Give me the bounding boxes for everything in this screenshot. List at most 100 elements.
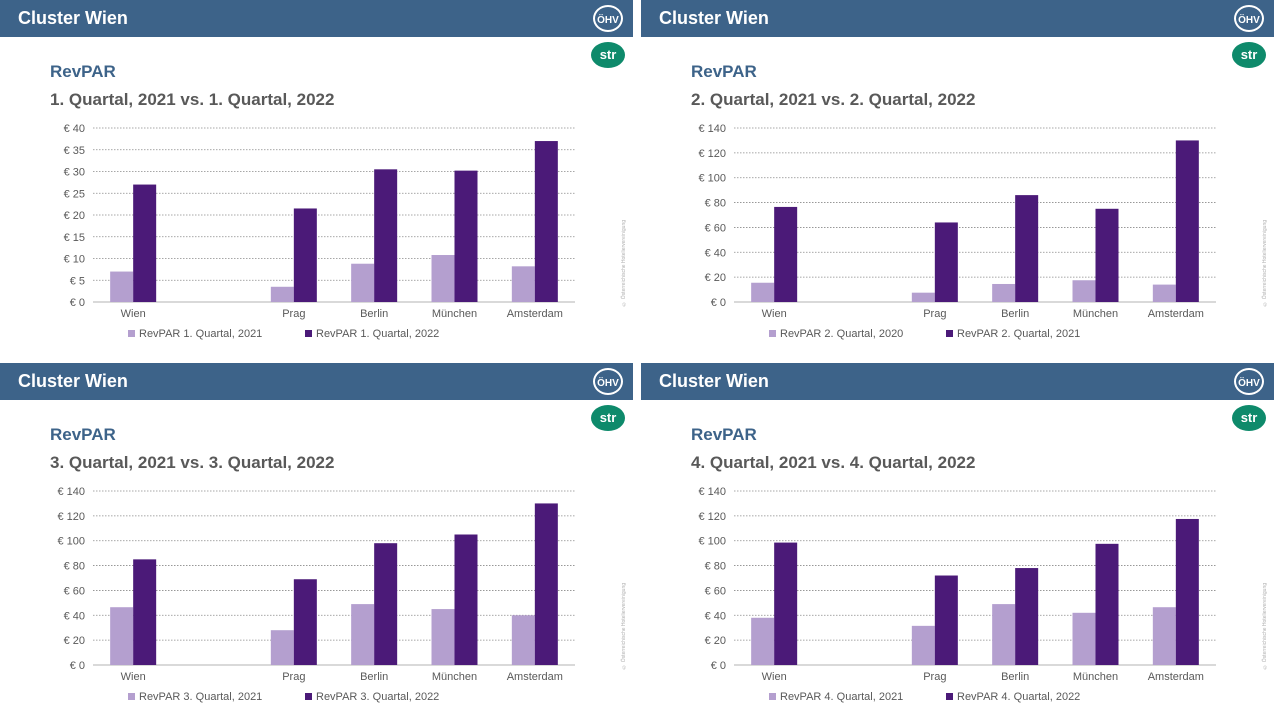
ohv-logo: ÖHV	[1234, 368, 1264, 395]
bar-current-year	[374, 543, 398, 665]
bar-current-year	[454, 534, 478, 665]
y-tick-label: € 5	[70, 275, 85, 287]
x-tick-label: München	[432, 308, 477, 320]
panel-header: Cluster Wien ÖHV	[641, 0, 1274, 37]
y-tick-label: € 140	[698, 123, 726, 135]
bar-prior-year	[351, 604, 375, 665]
y-tick-label: € 40	[705, 610, 726, 622]
bar-prior-year	[270, 286, 294, 302]
bar-prior-year	[751, 282, 775, 302]
x-tick-label: Wien	[121, 671, 146, 683]
str-logo: str	[591, 405, 625, 431]
y-tick-label: € 40	[64, 610, 85, 622]
bar-current-year	[1175, 518, 1199, 665]
legend-label: RevPAR 2. Quartal, 2021	[957, 328, 1080, 340]
copyright-note: © Österreichische Hoteliervereinigung	[1262, 583, 1268, 670]
x-tick-label: Wien	[762, 308, 787, 320]
x-tick-label: München	[1073, 671, 1118, 683]
x-tick-label: München	[1073, 308, 1118, 320]
legend-swatch	[305, 330, 312, 337]
x-tick-label: Berlin	[360, 308, 388, 320]
x-tick-label: Amsterdam	[507, 671, 563, 683]
legend-label: RevPAR 1. Quartal, 2022	[316, 328, 439, 340]
bar-current-year	[774, 542, 798, 665]
bar-current-year	[1095, 208, 1119, 302]
kpi-title: RevPAR	[50, 425, 116, 444]
bar-chart: € 0 € 5 € 10 € 15 € 20 € 25 € 30 € 35 € 40 Wien Pr…	[64, 123, 575, 340]
bar-prior-year	[911, 625, 935, 665]
y-tick-label: € 35	[64, 145, 85, 157]
y-tick-label: € 140	[57, 486, 85, 498]
bar-prior-year	[1152, 607, 1176, 665]
bar-current-year	[1175, 140, 1199, 302]
y-tick-label: € 0	[711, 660, 726, 672]
bar-prior-year	[110, 607, 134, 665]
bar-prior-year	[1152, 284, 1176, 302]
y-tick-label: € 60	[705, 222, 726, 234]
bar-current-year	[133, 184, 157, 302]
y-tick-label: € 25	[64, 188, 85, 200]
legend-label: RevPAR 4. Quartal, 2022	[957, 691, 1080, 703]
y-tick-label: € 100	[57, 536, 85, 548]
x-tick-label: München	[432, 671, 477, 683]
x-tick-label: Prag	[923, 671, 946, 683]
chart-subtitle: 1. Quartal, 2021 vs. 1. Quartal, 2022	[50, 90, 335, 109]
x-tick-label: Prag	[923, 308, 946, 320]
bar-current-year	[293, 579, 317, 665]
y-tick-label: € 120	[698, 511, 726, 523]
bar-prior-year	[511, 266, 535, 302]
y-tick-label: € 100	[698, 536, 726, 548]
panel-header: Cluster Wien ÖHV	[0, 0, 633, 37]
str-logo: str	[1232, 42, 1266, 68]
bar-current-year	[133, 559, 157, 665]
bar-prior-year	[270, 630, 294, 665]
bar-prior-year	[911, 292, 935, 302]
kpi-title: RevPAR	[691, 425, 757, 444]
bar-prior-year	[1072, 612, 1096, 665]
bar-current-year	[293, 208, 317, 302]
str-logo: str	[1232, 405, 1266, 431]
bar-current-year	[934, 222, 958, 302]
bar-current-year	[374, 169, 398, 302]
x-tick-label: Prag	[282, 308, 305, 320]
bar-current-year	[774, 206, 798, 302]
bar-current-year	[1095, 543, 1119, 665]
bar-chart: € 0 € 20 € 40 € 60 € 80 € 100 € 120 € 140 Wien Pr…	[698, 486, 1216, 703]
y-tick-label: € 0	[711, 297, 726, 309]
y-tick-label: € 80	[705, 561, 726, 573]
y-tick-label: € 60	[705, 585, 726, 597]
header-title: Cluster Wien	[659, 8, 769, 28]
legend-swatch	[128, 693, 135, 700]
y-tick-label: € 140	[698, 486, 726, 498]
bar-current-year	[1015, 195, 1039, 302]
panel-header: Cluster Wien ÖHV	[641, 363, 1274, 400]
ohv-logo: ÖHV	[593, 5, 623, 32]
bar-prior-year	[751, 617, 775, 665]
x-tick-label: Berlin	[1001, 671, 1029, 683]
bar-chart: € 0 € 20 € 40 € 60 € 80 € 100 € 120 € 140 Wien Pr…	[57, 486, 575, 703]
bar-prior-year	[1072, 280, 1096, 302]
y-tick-label: € 20	[64, 210, 85, 222]
ohv-logo: ÖHV	[593, 368, 623, 395]
y-tick-label: € 80	[705, 198, 726, 210]
x-tick-label: Berlin	[1001, 308, 1029, 320]
header-title: Cluster Wien	[18, 371, 128, 391]
bar-current-year	[934, 575, 958, 665]
y-tick-label: € 20	[705, 635, 726, 647]
bar-current-year	[534, 141, 558, 302]
legend-swatch	[305, 693, 312, 700]
y-tick-label: € 120	[57, 511, 85, 523]
legend-label: RevPAR 2. Quartal, 2020	[780, 328, 903, 340]
y-tick-label: € 20	[64, 635, 85, 647]
legend-swatch	[769, 693, 776, 700]
bar-prior-year	[992, 604, 1016, 665]
x-tick-label: Wien	[762, 671, 787, 683]
panel-header: Cluster Wien ÖHV	[0, 363, 633, 400]
x-tick-label: Amsterdam	[1148, 308, 1204, 320]
x-tick-label: Amsterdam	[1148, 671, 1204, 683]
x-tick-label: Amsterdam	[507, 308, 563, 320]
bar-prior-year	[511, 615, 535, 665]
bar-prior-year	[431, 255, 455, 302]
copyright-note: © Österreichische Hoteliervereinigung	[621, 220, 627, 307]
str-logo: str	[591, 42, 625, 68]
